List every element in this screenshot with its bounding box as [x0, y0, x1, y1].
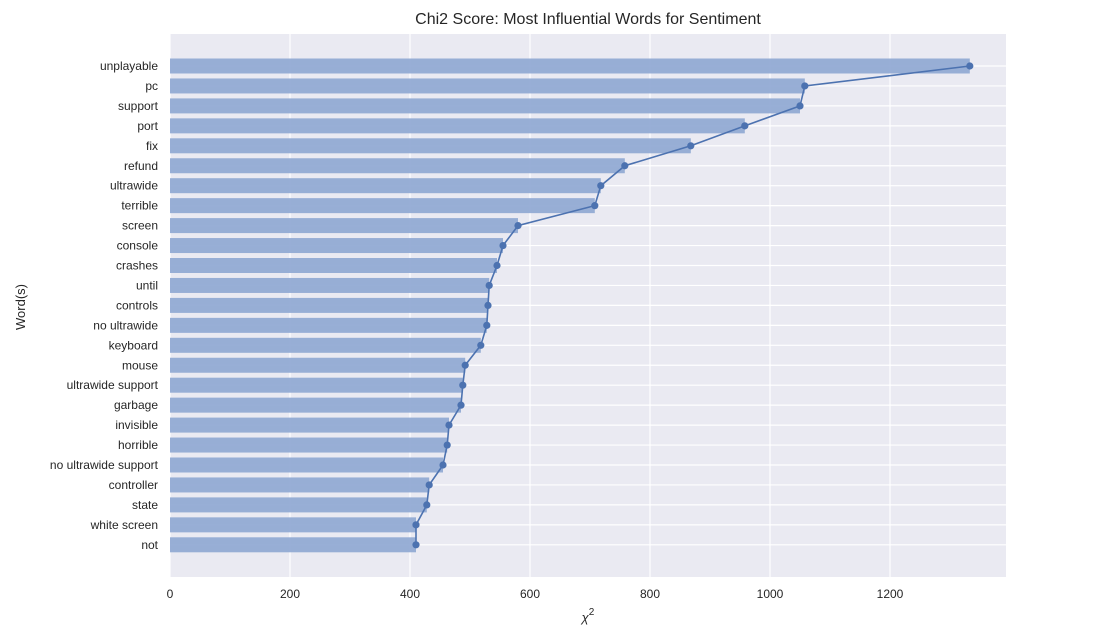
bar-terrible [170, 198, 595, 214]
y-tick-label: unplayable [100, 59, 158, 73]
bar-refund [170, 158, 625, 174]
bar-not [170, 537, 416, 553]
bar-keyboard [170, 337, 481, 353]
y-tick-label: terrible [121, 199, 158, 213]
y-tick-label: mouse [122, 358, 158, 372]
point-unplayable [966, 62, 974, 70]
point-port [741, 122, 749, 130]
bars [170, 58, 970, 553]
point-console [499, 241, 507, 250]
point-controller [425, 481, 433, 489]
y-tick-label: crashes [116, 259, 158, 273]
y-tick-label: until [136, 278, 158, 292]
y-tick-label: pc [145, 79, 158, 93]
point-ultrawide [597, 182, 605, 190]
x-axis-label: χ2 [581, 607, 595, 625]
bar-ultrawide [170, 178, 601, 194]
y-tick-label: support [118, 99, 159, 113]
bar-unplayable [170, 58, 970, 74]
y-tick-label: ultrawide [110, 179, 158, 193]
point-ultrawide-support [459, 381, 467, 389]
point-until [485, 281, 493, 290]
point-mouse [461, 361, 469, 369]
x-axis-label-symbol: χ [581, 610, 590, 625]
bar-white-screen [170, 517, 416, 533]
point-pc [801, 82, 809, 90]
y-tick-label: console [117, 239, 159, 253]
bar-screen [170, 218, 518, 234]
point-support [796, 102, 804, 110]
y-tick-label: not [141, 538, 158, 552]
x-tick-label: 0 [167, 587, 174, 601]
x-tick-label: 600 [520, 587, 540, 601]
bar-crashes [170, 258, 497, 273]
bar-port [170, 118, 745, 134]
bar-invisible [170, 417, 449, 433]
y-tick-label: ultrawide support [67, 378, 159, 392]
y-tick-labels: unplayable pc support port fix refund ultrawid… [50, 59, 159, 552]
x-tick-label: 200 [280, 587, 300, 601]
trend-line-layer [412, 62, 974, 549]
point-fix [687, 142, 695, 150]
point-terrible [591, 202, 599, 210]
point-invisible [445, 421, 453, 429]
x-tick-label: 1200 [877, 587, 904, 601]
bar-state [170, 497, 427, 513]
y-tick-label: port [137, 119, 158, 133]
y-tick-label: refund [124, 159, 158, 173]
bar-console [170, 238, 503, 254]
chart-title: Chi2 Score: Most Influential Words for S… [415, 11, 761, 28]
bar-fix [170, 138, 691, 154]
bar-controls [170, 297, 488, 313]
bar-support [170, 98, 800, 114]
y-tick-label: screen [122, 219, 158, 233]
point-white-screen [412, 521, 420, 529]
x-tick-label: 800 [640, 587, 660, 601]
y-tick-label: controller [109, 478, 158, 492]
x-tick-label: 1000 [757, 587, 784, 601]
y-axis-label: Word(s) [13, 284, 28, 330]
point-horrible [443, 441, 451, 449]
y-tick-label: state [132, 498, 158, 512]
point-crashes [493, 261, 501, 270]
bar-no-ultrawide [170, 317, 487, 333]
point-refund [621, 162, 629, 170]
bar-garbage [170, 397, 461, 413]
y-tick-label: garbage [114, 398, 158, 412]
y-tick-label: keyboard [109, 338, 158, 352]
point-controls [484, 301, 492, 309]
point-not [412, 541, 420, 549]
point-state [423, 501, 431, 509]
bar-no-ultrawide-support [170, 457, 443, 473]
y-tick-label: no ultrawide [93, 318, 158, 332]
bar-until [170, 277, 490, 293]
point-keyboard [477, 341, 485, 349]
y-tick-label: fix [146, 139, 158, 153]
point-no-ultrawide [483, 321, 491, 329]
x-tick-label: 400 [400, 587, 420, 601]
point-screen [514, 222, 522, 230]
y-tick-label: white screen [90, 518, 158, 532]
bar-controller [170, 477, 430, 493]
x-tick-labels: 0 200 400 600 800 1000 1200 [167, 587, 904, 601]
x-axis-label-superscript: 2 [589, 607, 595, 618]
point-garbage [457, 401, 465, 409]
bar-mouse [170, 357, 466, 373]
y-tick-label: no ultrawide support [50, 458, 159, 472]
bar-horrible [170, 437, 448, 453]
y-tick-label: horrible [118, 438, 158, 452]
point-no-ultrawide-support [439, 461, 447, 469]
bar-pc [170, 78, 805, 94]
y-tick-label: controls [116, 298, 158, 312]
bar-ultrawide-support [170, 377, 463, 393]
y-tick-label: invisible [115, 418, 158, 432]
